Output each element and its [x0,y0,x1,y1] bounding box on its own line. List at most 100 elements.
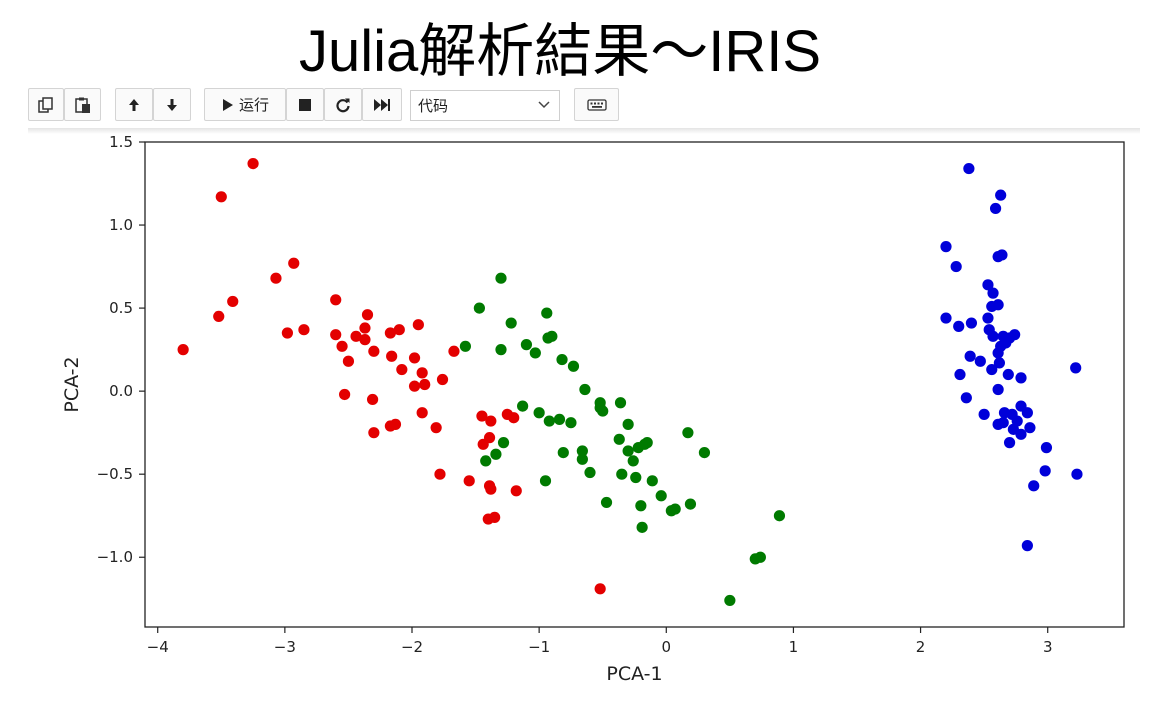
run-button[interactable]: 运行 [204,88,286,121]
data-point-series-2 [546,330,558,342]
data-point-series-1 [393,324,405,336]
data-point-series-1 [384,327,396,339]
data-point-series-1 [389,418,402,430]
y-tick-label: 1.0 [109,216,133,234]
restart-run-all-button[interactable] [362,88,402,121]
data-point-series-2 [495,272,507,284]
data-point-series-3 [989,202,1002,215]
y-tick-label: 0.0 [109,382,133,400]
data-point-series-3 [995,340,1007,352]
slide-title: Julia解析結果～IRIS [298,19,822,84]
paste-icon [74,97,90,113]
x-tick-label: 1 [789,638,799,656]
data-point-series-1 [247,157,259,170]
data-point-series-3 [1021,407,1033,419]
x-tick-label: 2 [916,638,926,656]
data-point-series-1 [416,407,428,419]
data-point-series-1 [288,257,300,269]
data-point-series-3 [992,383,1004,396]
move-down-button[interactable] [153,88,191,121]
data-point-series-3 [1028,480,1040,492]
data-point-series-2 [682,427,694,439]
data-point-series-3 [1024,422,1036,434]
copy-cells-button[interactable] [28,88,64,121]
x-axis-label: PCA-1 [606,663,662,685]
command-palette-button[interactable] [574,88,619,121]
x-tick-label: −2 [401,638,423,656]
data-point-series-3 [1015,428,1027,440]
data-point-series-2 [553,413,566,425]
data-point-series-2 [567,360,580,372]
data-point-series-1 [361,309,374,321]
data-point-series-3 [1009,329,1021,341]
data-point-series-2 [698,446,711,459]
data-point-series-2 [505,317,517,329]
data-point-series-1 [213,310,225,323]
data-point-series-2 [613,433,625,445]
data-point-series-3 [960,392,972,404]
data-point-series-3 [978,408,990,420]
data-point-series-2 [459,340,471,352]
data-point-series-3 [963,162,975,175]
data-point-series-2 [684,498,697,510]
arrow-up-icon [129,98,139,111]
data-point-series-2 [556,353,568,366]
data-point-series-2 [473,302,485,314]
x-tick-label: −1 [528,638,550,656]
data-point-series-3 [982,312,994,324]
data-point-series-3 [940,241,952,253]
keyboard-icon [586,98,607,111]
data-point-series-3 [953,320,965,332]
data-point-series-3 [1039,465,1051,477]
data-point-series-1 [436,373,449,386]
data-point-series-1 [485,415,497,427]
data-point-series-1 [463,475,475,487]
data-point-series-1 [412,319,424,331]
interrupt-button[interactable] [286,88,324,121]
data-point-series-2 [529,347,541,359]
data-point-series-2 [495,344,507,356]
data-point-series-2 [576,453,588,465]
data-point-series-2 [533,407,545,419]
y-tick-label: −1.0 [97,548,133,566]
notebook-toolbar: 运行 代码 [28,88,628,124]
data-point-series-1 [419,378,431,391]
data-point-series-3 [954,368,966,381]
data-point-series-1 [359,322,371,334]
data-point-series-1 [489,511,501,523]
data-point-series-3 [940,312,952,324]
data-point-series-1 [177,344,189,356]
data-point-series-1 [416,367,428,379]
play-icon [222,98,233,111]
data-point-series-1 [510,485,522,497]
data-point-series-3 [965,317,978,329]
data-point-series-2 [669,503,681,515]
data-point-series-3 [1015,372,1027,384]
data-point-series-2 [584,466,596,479]
data-point-series-3 [950,260,962,273]
restart-kernel-button[interactable] [324,88,362,121]
data-point-series-1 [448,345,460,357]
data-point-series-3 [993,357,1006,369]
data-point-series-2 [539,475,552,487]
data-point-series-1 [386,350,398,362]
data-point-series-2 [616,468,628,480]
data-point-series-2 [622,418,634,430]
data-point-series-1 [227,295,239,308]
data-point-series-2 [517,400,529,412]
paste-cells-button[interactable] [64,88,101,121]
data-point-series-2 [754,551,766,563]
move-up-button[interactable] [115,88,153,121]
run-label: 运行 [238,97,269,114]
data-point-series-2 [480,455,492,467]
cell-type-select[interactable]: 代码 [410,90,560,121]
data-point-series-2 [627,455,639,467]
data-point-series-3 [986,300,998,313]
data-point-series-1 [485,483,497,495]
data-point-series-3 [1021,540,1033,552]
data-point-series-1 [298,324,310,336]
data-point-series-1 [408,380,421,392]
y-axis-label: PCA-2 [61,356,83,412]
data-point-series-2 [655,490,667,502]
